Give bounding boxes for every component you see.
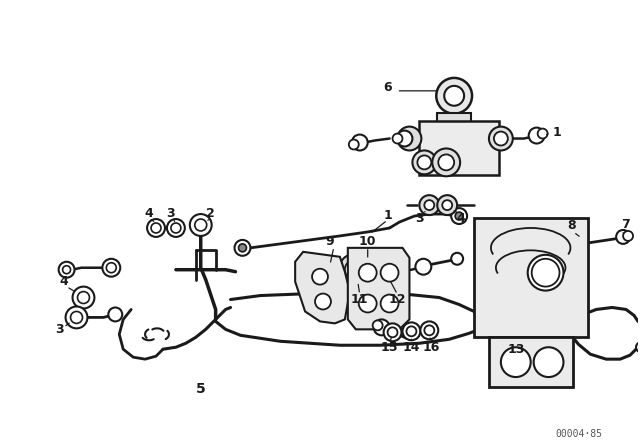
Circle shape <box>534 347 563 377</box>
Text: 4: 4 <box>457 211 465 224</box>
Circle shape <box>436 78 472 114</box>
Text: 16: 16 <box>422 341 440 354</box>
Text: 12: 12 <box>388 293 406 306</box>
Circle shape <box>636 342 640 352</box>
Text: 7: 7 <box>621 217 630 231</box>
Circle shape <box>349 139 359 150</box>
Text: 1: 1 <box>552 126 561 139</box>
Circle shape <box>412 151 436 174</box>
Circle shape <box>65 306 88 328</box>
Circle shape <box>345 260 365 280</box>
Text: 5: 5 <box>196 382 205 396</box>
Text: 15: 15 <box>381 341 398 354</box>
Circle shape <box>234 240 250 256</box>
Circle shape <box>397 127 421 151</box>
Circle shape <box>501 347 531 377</box>
Bar <box>474 218 588 337</box>
Text: 4: 4 <box>145 207 154 220</box>
Circle shape <box>403 323 420 340</box>
Circle shape <box>239 244 246 252</box>
Circle shape <box>381 294 399 312</box>
Circle shape <box>72 287 95 309</box>
Circle shape <box>451 208 467 224</box>
Text: 11: 11 <box>351 293 369 306</box>
Circle shape <box>77 292 90 303</box>
Circle shape <box>424 325 435 335</box>
Circle shape <box>424 200 435 210</box>
Text: 9: 9 <box>326 235 334 248</box>
Circle shape <box>489 127 513 151</box>
Circle shape <box>529 128 545 143</box>
Circle shape <box>359 264 377 282</box>
Circle shape <box>312 269 328 284</box>
Circle shape <box>108 307 122 321</box>
Circle shape <box>339 254 371 286</box>
Circle shape <box>420 321 438 339</box>
Bar <box>489 337 573 387</box>
Circle shape <box>406 326 417 336</box>
Text: 14: 14 <box>403 341 420 354</box>
Circle shape <box>151 223 161 233</box>
Bar <box>419 121 499 175</box>
Circle shape <box>438 155 454 170</box>
Circle shape <box>397 130 412 146</box>
Text: 3: 3 <box>166 207 175 220</box>
Circle shape <box>167 219 185 237</box>
Circle shape <box>102 259 120 277</box>
Circle shape <box>147 219 165 237</box>
Circle shape <box>63 266 70 274</box>
Circle shape <box>381 265 394 279</box>
Circle shape <box>528 255 563 291</box>
Circle shape <box>432 148 460 177</box>
Circle shape <box>538 129 548 138</box>
Text: 13: 13 <box>507 343 524 356</box>
Circle shape <box>623 231 633 241</box>
Circle shape <box>494 132 508 146</box>
Circle shape <box>59 262 74 278</box>
Circle shape <box>455 212 463 220</box>
Circle shape <box>415 259 431 275</box>
Circle shape <box>381 264 399 282</box>
Text: 00004·85: 00004·85 <box>555 429 602 439</box>
Circle shape <box>372 320 383 330</box>
Bar <box>437 113 471 123</box>
Circle shape <box>532 259 559 287</box>
Text: 1: 1 <box>383 209 392 222</box>
Polygon shape <box>348 248 410 329</box>
Circle shape <box>451 253 463 265</box>
Circle shape <box>444 86 464 106</box>
Polygon shape <box>295 252 350 323</box>
Circle shape <box>437 195 457 215</box>
Circle shape <box>374 319 390 335</box>
Circle shape <box>171 223 181 233</box>
Text: 3: 3 <box>415 211 424 224</box>
Circle shape <box>352 134 368 151</box>
Circle shape <box>616 230 630 244</box>
Circle shape <box>70 311 83 323</box>
Text: 8: 8 <box>567 220 576 233</box>
Text: 6: 6 <box>383 82 392 95</box>
Circle shape <box>417 155 431 169</box>
Circle shape <box>383 323 401 341</box>
Circle shape <box>190 214 212 236</box>
Circle shape <box>388 327 397 337</box>
Circle shape <box>315 293 331 310</box>
Text: 2: 2 <box>206 207 215 220</box>
Text: 4: 4 <box>60 275 68 288</box>
Circle shape <box>195 219 207 231</box>
Text: 3: 3 <box>55 323 64 336</box>
Circle shape <box>359 294 377 312</box>
Circle shape <box>419 195 439 215</box>
Circle shape <box>392 134 403 143</box>
Text: 10: 10 <box>359 235 376 248</box>
Circle shape <box>106 263 116 273</box>
Circle shape <box>376 260 399 284</box>
Circle shape <box>442 200 452 210</box>
